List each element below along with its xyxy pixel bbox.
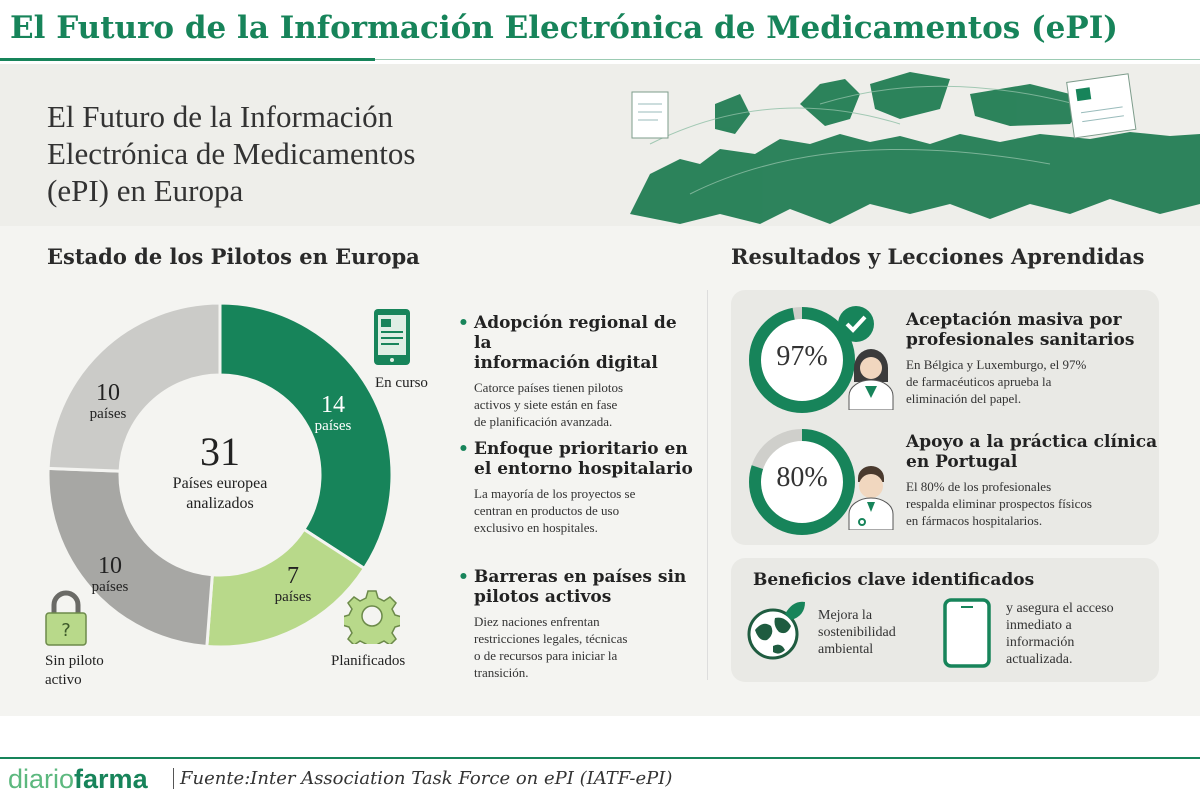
slice-sin-piloto-b [46,301,222,473]
document-icon [1066,73,1137,139]
stat-body-1: En Bélgica y Luxemburgo, el 97% de farmac… [906,357,1087,406]
diariofarma-logo: diariofarma [8,764,148,794]
slice-label-en-curso: 14 [321,392,345,418]
checkmark-icon [838,306,874,342]
slice-unit-sin-piloto-b: países [89,406,127,422]
slice-label-sin-piloto-b: 10 [96,380,120,406]
slice-label-sin-piloto-a: 10 [98,553,122,579]
doctor-icon [848,466,894,530]
ring-progress [749,307,855,413]
list-item: • Enfoque prioritario en el entorno hospit… [458,439,693,535]
globe-leaf-icon [747,601,805,660]
footer-rule [0,757,1200,759]
title-underline [0,58,375,61]
legend-sin-piloto: Sin piloto activo [45,653,104,688]
stat-ring-80 [749,429,855,535]
tablet-icon [374,309,410,365]
benefits-heading: Beneficios clave identificados [753,570,1035,590]
lock-icon: ? [45,590,87,646]
page-title: El Futuro de la Información Electrónica … [10,10,1118,46]
section-divider [707,290,708,680]
europe-map [630,72,1200,224]
stat-ring-97 [749,307,855,413]
pilots-heading: Estado de los Pilotos en Europa [47,244,420,269]
pilots-donut-chart [46,301,394,649]
benefit-1: Mejora la sostenibilidad ambiental [818,608,896,657]
gear-icon [344,590,400,644]
slice-en-curso [218,301,394,571]
slice-label-planificados: 7 [287,563,299,589]
doctor-icon [848,349,894,410]
ring-progress [749,429,855,535]
legend-en-curso: En curso [375,375,428,391]
stat-value-80: 80% [776,462,828,493]
results-heading: Resultados y Lecciones Aprendidas [731,244,1145,269]
center-label-1: Países europea [172,475,268,492]
source-credit: Fuente:Inter Association Task Force on e… [173,768,672,789]
slice-unit-sin-piloto-a: países [91,579,129,595]
slice-unit-en-curso: países [314,418,352,434]
center-total: 31 [200,429,240,474]
stat-value-97: 97% [776,341,828,372]
title-rule [375,59,1200,60]
list-item: • Adopción regional de la información digi… [458,313,677,429]
svg-text:?: ? [61,620,71,641]
stat-body-2: El 80% de los profesionales respalda elim… [906,479,1092,528]
slice-unit-planificados: países [274,589,312,605]
stat-title-2: Apoyo a la práctica clínica en Portugal [906,432,1158,472]
benefit-2: y asegura el acceso inmediato a informació… [1006,601,1114,667]
smartphone-icon [943,598,991,668]
list-item: • Barreras en países sin pilotos activos D… [458,567,687,680]
hero-title: El Futuro de la Información Electrónica … [47,99,416,208]
slice-sin-piloto-a [46,466,214,649]
center-label-2: analizados [186,495,254,512]
stat-title-1: Aceptación masiva por profesionales sanit… [906,310,1135,350]
document-icon [631,91,669,139]
legend-planificados: Planificados [331,653,406,669]
